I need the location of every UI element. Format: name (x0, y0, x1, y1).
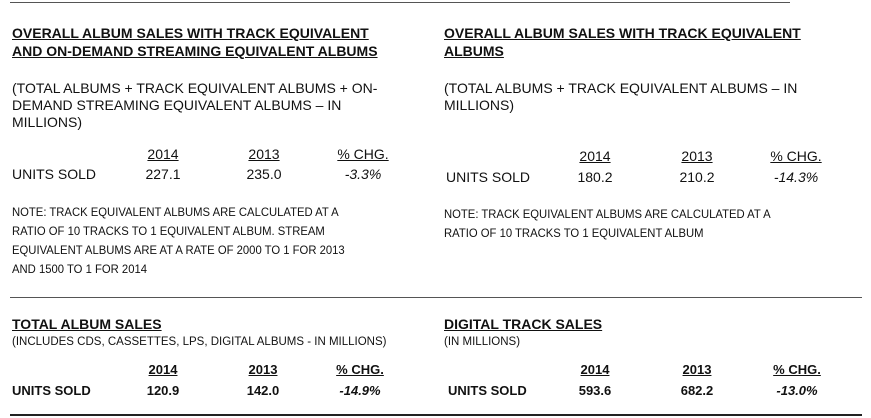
column-header: % CHG. (773, 362, 821, 377)
rule (10, 297, 862, 298)
column-header: 2014 (147, 146, 179, 162)
cell-value: 227.1 (145, 166, 181, 182)
panel-subtitle: MILLIONS) (444, 97, 515, 113)
column-header: 2014 (148, 362, 178, 377)
panel-subtitle: (INCLUDES CDS, CASSETTES, LPS, DIGITAL A… (12, 336, 387, 348)
note-line: NOTE: TRACK EQUIVALENT ALBUMS ARE CALCUL… (444, 207, 771, 221)
row-label: UNITS SOLD (446, 169, 531, 185)
panel-subtitle: MILLIONS) (12, 114, 83, 130)
cell-value: -14.9% (339, 383, 381, 398)
panel-title: DIGITAL TRACK SALES (444, 316, 603, 332)
rule (10, 414, 862, 416)
row-label: UNITS SOLD (12, 383, 91, 398)
note-line: NOTE: TRACK EQUIVALENT ALBUMS ARE CALCUL… (12, 205, 339, 219)
panel-subtitle: (TOTAL ALBUMS + TRACK EQUIVALENT ALBUMS … (12, 80, 378, 96)
column-header: 2014 (579, 148, 611, 164)
row-label: UNITS SOLD (448, 383, 527, 398)
cell-value: -14.3% (773, 169, 819, 185)
panel-title: OVERALL ALBUM SALES WITH TRACK EQUIVALEN… (444, 25, 801, 41)
panel-title: AND ON-DEMAND STREAMING EQUIVALENT ALBUM… (12, 43, 378, 59)
cell-value: -3.3% (344, 166, 382, 182)
column-header: 2014 (580, 362, 610, 377)
panel-subtitle: DEMAND STREAMING EQUIVALENT ALBUMS – IN (12, 97, 342, 113)
cell-value: 120.9 (146, 383, 180, 398)
cell-value: 235.0 (246, 166, 282, 182)
column-header: 2013 (682, 362, 712, 377)
cell-value: 180.2 (577, 169, 613, 185)
panel-title: OVERALL ALBUM SALES WITH TRACK EQUIVALEN… (12, 25, 369, 41)
cell-value: 682.2 (680, 383, 714, 398)
column-header: 2013 (248, 362, 278, 377)
column-header: 2013 (681, 148, 713, 164)
row-label: UNITS SOLD (12, 166, 97, 182)
rule (10, 2, 790, 3)
cell-value: 210.2 (679, 169, 715, 185)
column-header: % CHG. (336, 362, 384, 377)
column-header: 2013 (248, 146, 280, 162)
note-line: RATIO OF 10 TRACKS TO 1 EQUIVALENT ALBUM… (12, 224, 325, 238)
panel-subtitle: (TOTAL ALBUMS + TRACK EQUIVALENT ALBUMS … (444, 80, 798, 96)
column-header: % CHG. (337, 146, 389, 162)
cell-value: -13.0% (776, 383, 818, 398)
column-header: % CHG. (770, 148, 822, 164)
note-line: AND 1500 TO 1 FOR 2014 (12, 262, 148, 276)
panel-title: ALBUMS (444, 43, 504, 59)
cell-value: 142.0 (246, 383, 280, 398)
note-line: RATIO OF 10 TRACKS TO 1 EQUIVALENT ALBUM (444, 226, 704, 240)
note-line: EQUIVALENT ALBUMS ARE AT A RATE OF 2000 … (12, 243, 345, 257)
panel-subtitle: (IN MILLIONS) (444, 336, 521, 348)
cell-value: 593.6 (578, 383, 612, 398)
panel-title: TOTAL ALBUM SALES (12, 316, 162, 332)
